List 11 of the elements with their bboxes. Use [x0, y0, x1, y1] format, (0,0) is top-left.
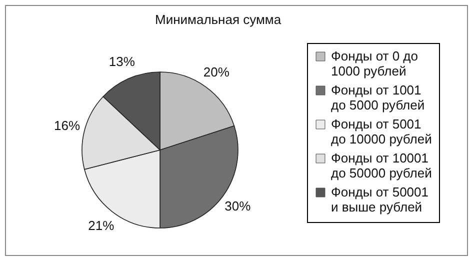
legend-label: Фонды от 1001 до 5000 рублей: [331, 82, 425, 112]
legend-label: Фонды от 0 до 1000 рублей: [331, 48, 418, 78]
legend-label: Фонды от 50001 и выше рублей: [331, 184, 428, 214]
data-label: 21%: [88, 218, 115, 233]
legend-label: Фонды от 10001 до 50000 рублей: [331, 150, 432, 180]
data-label: 13%: [108, 54, 136, 69]
data-label: 20%: [203, 64, 230, 80]
data-label: 30%: [224, 198, 252, 214]
data-label: 16%: [54, 118, 80, 134]
chart-title: Минимальная сумма: [155, 12, 282, 27]
legend-label: Фонды от 5001 до 10000 рублей: [331, 116, 432, 146]
